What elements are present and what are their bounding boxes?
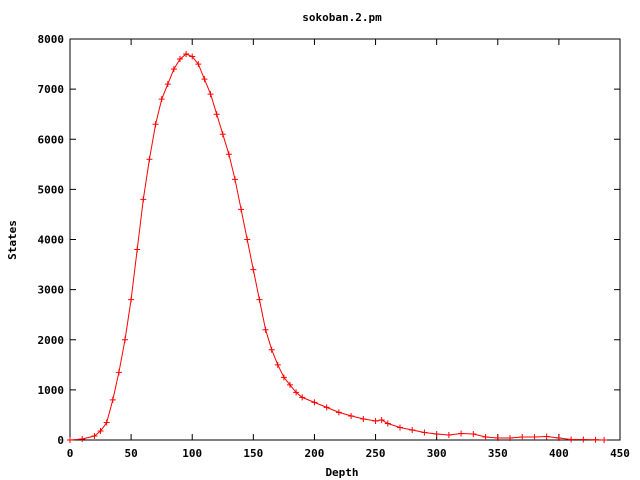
data-point xyxy=(543,433,550,440)
data-point xyxy=(146,156,153,163)
data-point xyxy=(372,417,379,424)
data-point xyxy=(201,76,208,83)
plot-frame xyxy=(69,38,621,441)
data-point xyxy=(280,374,287,381)
data-point xyxy=(458,430,465,437)
data-point xyxy=(140,196,147,203)
data-point xyxy=(183,51,190,58)
data-point xyxy=(152,121,159,128)
data-point xyxy=(482,433,489,440)
x-tick-label: 200 xyxy=(305,447,325,460)
data-point xyxy=(256,296,263,303)
data-point xyxy=(122,336,128,343)
data-point xyxy=(293,389,300,396)
y-tick-label: 6000 xyxy=(38,133,65,146)
data-point xyxy=(348,412,355,419)
chart-title: sokoban.2.pm xyxy=(302,11,382,24)
data-point xyxy=(507,434,513,441)
data-point xyxy=(67,437,73,443)
y-tick-label: 1000 xyxy=(38,384,65,397)
x-tick-label: 0 xyxy=(67,447,74,460)
y-tick-label: 2000 xyxy=(38,334,65,347)
data-point xyxy=(103,419,110,426)
y-tick-label: 3000 xyxy=(38,284,65,297)
data-point xyxy=(519,433,526,440)
data-point xyxy=(109,396,116,403)
data-point xyxy=(323,404,330,411)
data-point xyxy=(470,430,477,437)
y-tick-label: 0 xyxy=(57,434,64,447)
data-point xyxy=(555,434,562,441)
data-point xyxy=(433,430,440,437)
data-point xyxy=(409,426,416,433)
data-point xyxy=(311,399,318,406)
data-point xyxy=(91,432,98,439)
x-tick-label: 350 xyxy=(488,447,508,460)
data-point xyxy=(384,420,391,427)
x-axis-label: Depth xyxy=(325,466,358,479)
data-point xyxy=(397,424,403,431)
series-line xyxy=(69,53,605,441)
data-point xyxy=(592,436,599,443)
axis-ticks: 0 50 100 150 200 250 300 350 400 450 0 1000 2000 3000… xyxy=(38,33,630,460)
data-point xyxy=(115,369,122,376)
data-point xyxy=(531,433,538,440)
data-point xyxy=(378,416,385,423)
data-point xyxy=(601,437,608,443)
y-tick-label: 8000 xyxy=(38,33,65,46)
data-point xyxy=(134,246,141,253)
data-point xyxy=(568,436,575,443)
data-point xyxy=(170,66,177,73)
x-tick-label: 250 xyxy=(366,447,386,460)
data-point xyxy=(445,431,452,438)
x-tick-label: 50 xyxy=(124,447,137,460)
data-point xyxy=(268,346,275,353)
y-axis-label: States xyxy=(6,220,19,260)
y-tick-label: 4000 xyxy=(38,234,65,247)
x-tick-label: 400 xyxy=(549,447,569,460)
data-point xyxy=(177,56,183,63)
x-tick-label: 450 xyxy=(610,447,630,460)
data-point xyxy=(244,236,251,243)
data-point xyxy=(360,415,367,422)
data-point xyxy=(79,435,86,442)
data-point xyxy=(213,111,220,118)
data-point xyxy=(164,81,171,88)
data-point xyxy=(207,91,214,98)
y-tick-label: 7000 xyxy=(38,83,65,96)
data-point xyxy=(158,96,165,103)
series-states xyxy=(67,51,608,443)
data-point xyxy=(225,151,232,158)
data-point xyxy=(195,61,202,68)
x-tick-label: 100 xyxy=(182,447,202,460)
data-point xyxy=(250,266,257,273)
y-tick-label: 5000 xyxy=(38,183,65,196)
x-tick-label: 300 xyxy=(427,447,447,460)
x-tick-label: 150 xyxy=(243,447,263,460)
data-point xyxy=(421,429,428,436)
data-point xyxy=(232,176,238,183)
data-point xyxy=(335,409,342,416)
data-point xyxy=(299,394,306,401)
data-point xyxy=(580,436,587,443)
data-point xyxy=(238,206,245,213)
data-point xyxy=(219,131,226,138)
data-point xyxy=(262,326,269,333)
data-point xyxy=(287,381,293,388)
data-point xyxy=(189,53,196,60)
data-point xyxy=(274,361,281,368)
data-point xyxy=(128,296,135,303)
data-point xyxy=(97,427,104,434)
data-point xyxy=(494,434,501,441)
